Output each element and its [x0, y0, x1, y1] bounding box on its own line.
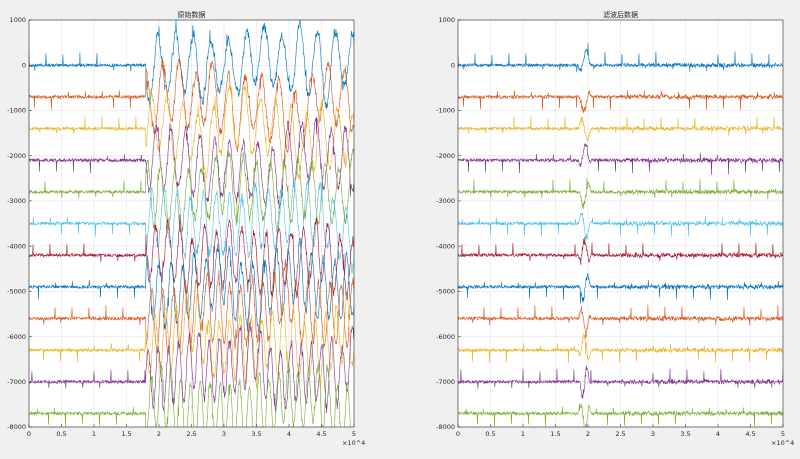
x-tick-label: 4.5	[745, 430, 755, 438]
traces	[458, 43, 783, 427]
y-tick-label: -5000	[436, 288, 455, 296]
x-tick-label: 3	[651, 430, 655, 438]
series-line-4	[458, 143, 783, 175]
y-tick-label: -7000	[7, 378, 26, 386]
x-tick-label: 1.5	[121, 430, 131, 438]
x-tick-label: 3.5	[251, 430, 261, 438]
x-tick-label: 2.5	[615, 430, 625, 438]
series-line-10	[29, 291, 354, 391]
y-tick-label: -2000	[436, 152, 455, 160]
series-line-2	[458, 90, 783, 114]
x-tick-label: 1.5	[550, 430, 560, 438]
traces	[29, 20, 354, 427]
x-tick-label: 1	[92, 430, 96, 438]
y-tick-label: 0	[22, 61, 26, 69]
x-tick-label: 2	[157, 430, 161, 438]
x-tick-label: 0	[27, 430, 31, 438]
axes-raw-data: 0 0.5 1 1.5 2 2.5 3 3.5 4 4.5 5 1000 0 -1000 -2000 -300…	[7, 10, 365, 447]
y-tick-label: -5000	[7, 288, 26, 296]
series-line-8	[458, 272, 783, 304]
y-tick-label: 0	[451, 61, 455, 69]
y-tick-label: -4000	[436, 242, 455, 250]
y-tick-label: -7000	[436, 378, 455, 386]
series-line-5	[29, 148, 354, 236]
y-tick-label: -2000	[7, 152, 26, 160]
x-exponent-label: ×10^4	[771, 439, 794, 447]
x-tick-label: 3	[222, 430, 226, 438]
x-tick-label: 4	[287, 430, 291, 438]
y-tick-label: -1000	[436, 107, 455, 115]
x-tick-label: 4.5	[316, 430, 326, 438]
series-line-3	[458, 115, 783, 142]
y-tick-label: -3000	[436, 197, 455, 205]
series-line-6	[29, 179, 354, 274]
x-tick-label: 5	[781, 430, 785, 438]
series-line-1	[458, 43, 783, 73]
y-tick-label: 1000	[9, 16, 26, 24]
x-tick-label: 0.5	[56, 430, 66, 438]
series-line-10	[458, 333, 783, 364]
x-tick-label: 2.5	[186, 430, 196, 438]
y-tick-label: -4000	[7, 242, 26, 250]
y-tick-label: 1000	[438, 16, 455, 24]
x-tick-label: 2	[586, 430, 590, 438]
y-tick-label: -3000	[7, 197, 26, 205]
series-line-3	[29, 83, 354, 180]
y-tick-label: -1000	[7, 107, 26, 115]
x-tick-label: 0.5	[485, 430, 495, 438]
y-tick-label: -6000	[7, 333, 26, 341]
x-tick-label: 0	[456, 430, 460, 438]
series-line-11	[458, 365, 783, 400]
x-tick-label: 1	[521, 430, 525, 438]
chart-title: 滤波后数据	[603, 10, 638, 19]
x-exponent-label: ×10^4	[342, 439, 365, 447]
series-line-7	[458, 236, 783, 266]
series-line-11	[29, 322, 354, 414]
y-tick-label: -8000	[436, 423, 455, 431]
series-line-12	[458, 403, 783, 427]
chart-title: 原始数据	[178, 10, 206, 19]
x-tick-label: 3.5	[680, 430, 690, 438]
y-tick-label: -6000	[436, 333, 455, 341]
x-tick-label: 4	[716, 430, 720, 438]
series-line-12	[29, 363, 351, 427]
x-tick-label: 5	[352, 430, 356, 438]
series-line-1	[29, 20, 354, 110]
series-line-6	[458, 212, 783, 241]
series-line-5	[458, 177, 783, 210]
axes-filtered-data: 0 0.5 1 1.5 2 2.5 3 3.5 4 4.5 5 1000 0 -1000 -2000 -300…	[436, 10, 794, 447]
y-tick-label: -8000	[7, 423, 26, 431]
series-line-2	[29, 58, 354, 153]
series-line-7	[29, 213, 354, 300]
series-line-8	[29, 238, 354, 333]
series-line-9	[458, 304, 783, 339]
